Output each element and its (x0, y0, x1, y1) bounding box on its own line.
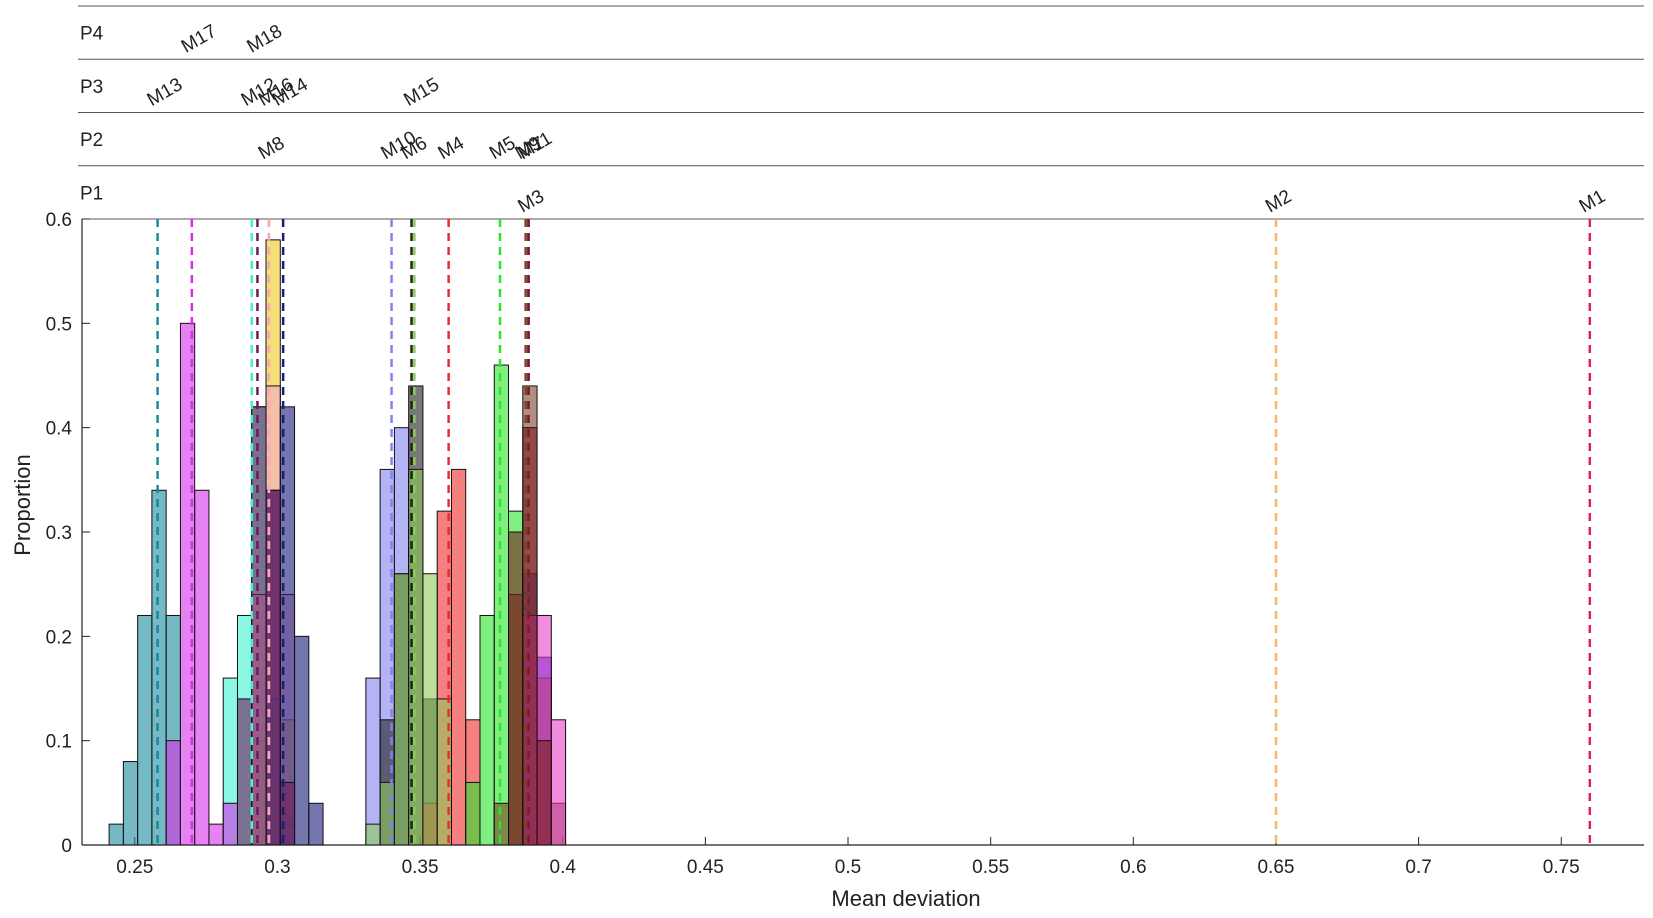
histogram-bar (122, 761, 139, 846)
panel-label: P4 (80, 24, 104, 45)
y-tick-label: 0.2 (46, 627, 72, 648)
histogram-bar (108, 823, 124, 846)
histogram-bar (493, 364, 510, 846)
histogram-bar (194, 489, 210, 846)
x-tick-label: 0.75 (1543, 857, 1580, 878)
x-axis-label: Mean deviation (831, 886, 980, 911)
histogram-bar (465, 781, 481, 846)
histogram-bar (450, 468, 467, 846)
histogram-bar (151, 489, 167, 846)
x-tick-label: 0.4 (550, 857, 577, 878)
x-tick-label: 0.25 (116, 857, 153, 878)
y-tick-label: 0.4 (46, 419, 73, 440)
y-axis-label: Proportion (10, 454, 35, 556)
x-tick-label: 0.45 (687, 857, 724, 878)
x-tick-label: 0.6 (1120, 857, 1146, 878)
histogram-bar (422, 573, 438, 846)
histogram-bar (137, 614, 153, 846)
x-tick-label: 0.3 (264, 857, 290, 878)
panel-label: P2 (80, 130, 103, 151)
histogram-bar (365, 677, 381, 846)
y-tick-label: 0.3 (46, 523, 72, 544)
histogram-bar (208, 823, 224, 846)
y-tick-label: 0.5 (46, 314, 72, 335)
histogram-bar (308, 802, 324, 846)
x-tick-label: 0.55 (972, 857, 1009, 878)
panel-label: P1 (80, 183, 103, 204)
model-label: M1 (1576, 186, 1609, 217)
model-label: M17 (178, 21, 221, 58)
histogram-bar (294, 635, 310, 846)
histogram-bar (222, 802, 238, 846)
panel-label: P3 (80, 77, 103, 98)
histogram-bar (236, 698, 253, 846)
model-label: M14 (269, 74, 312, 111)
y-tick-label: 0 (61, 836, 72, 857)
x-tick-label: 0.5 (835, 857, 861, 878)
histogram-bar (251, 406, 267, 846)
histogram-bar (536, 740, 552, 846)
model-label: M3 (514, 186, 547, 217)
histogram-bar (508, 531, 524, 846)
histogram-bar (365, 823, 381, 846)
x-tick-label: 0.7 (1405, 857, 1431, 878)
histogram-bar (393, 573, 410, 846)
model-label: M18 (243, 21, 286, 58)
y-tick-label: 0.1 (46, 732, 72, 753)
y-tick-label: 0.6 (46, 210, 72, 231)
x-tick-label: 0.35 (402, 857, 439, 878)
x-tick-label: 0.65 (1257, 857, 1294, 878)
histogram-bar (550, 719, 567, 846)
model-label: M13 (144, 74, 187, 111)
model-label: M2 (1262, 186, 1295, 217)
histogram-bar (165, 740, 181, 846)
histogram-bar (493, 802, 510, 846)
model-label: M15 (400, 74, 443, 111)
histogram-bar (479, 614, 495, 846)
model-label: M4 (435, 132, 469, 164)
model-label: M8 (255, 133, 288, 164)
